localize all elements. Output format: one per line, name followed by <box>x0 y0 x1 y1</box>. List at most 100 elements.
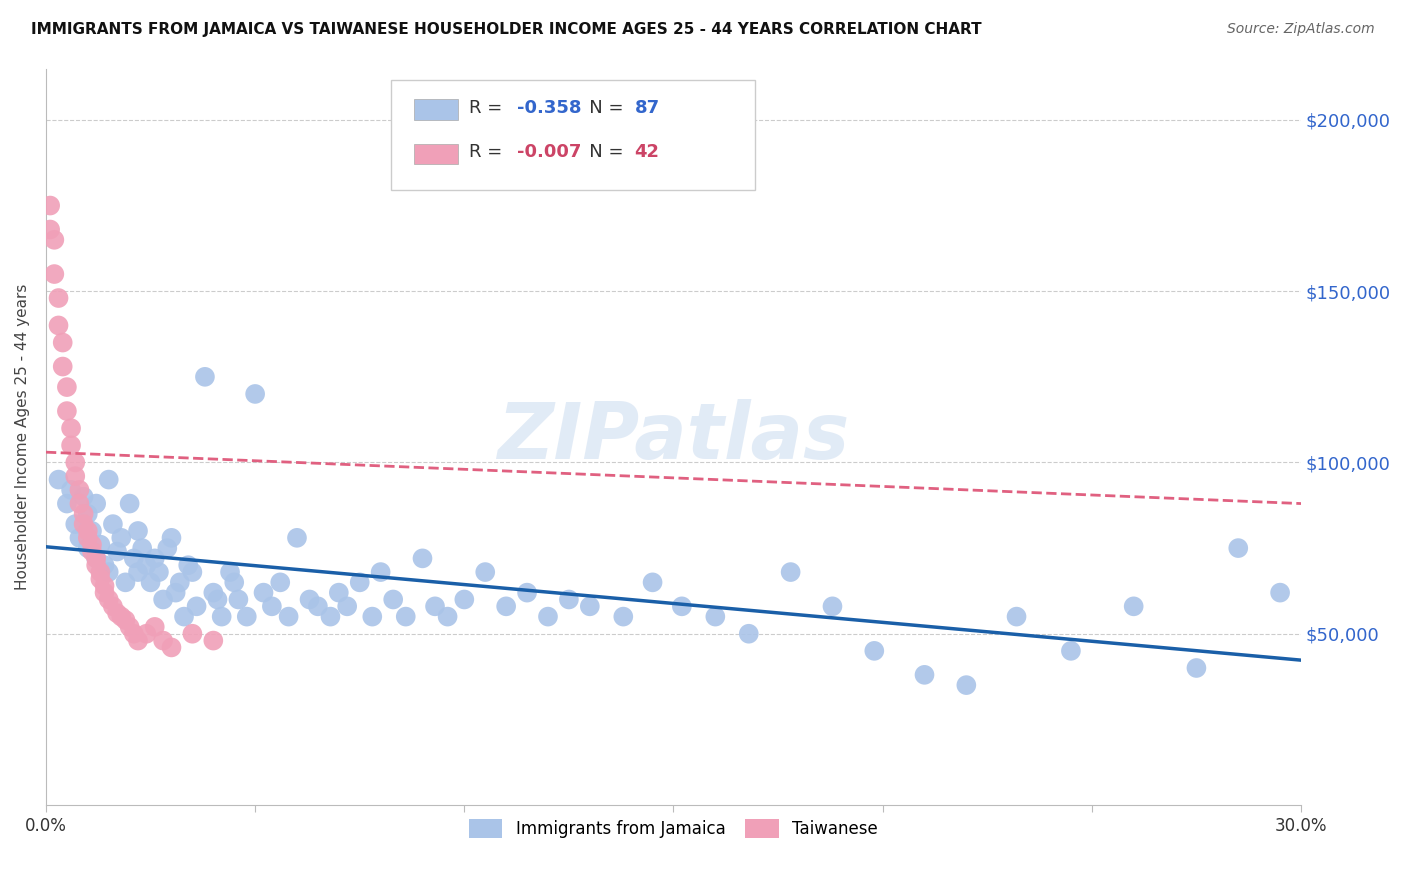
Point <box>779 565 801 579</box>
Point <box>110 531 132 545</box>
Point <box>80 538 103 552</box>
Point <box>181 565 204 579</box>
Point <box>361 609 384 624</box>
Point <box>252 585 274 599</box>
Point <box>69 531 91 545</box>
Point <box>39 222 62 236</box>
Point <box>349 575 371 590</box>
Point <box>395 609 418 624</box>
Point <box>80 544 103 558</box>
Point <box>152 592 174 607</box>
Point <box>160 531 183 545</box>
Point <box>122 551 145 566</box>
Point <box>52 335 75 350</box>
Point <box>152 633 174 648</box>
Point <box>474 565 496 579</box>
Point <box>411 551 433 566</box>
Point <box>48 291 70 305</box>
Point <box>139 575 162 590</box>
Point <box>148 565 170 579</box>
Point <box>89 572 111 586</box>
Point <box>105 606 128 620</box>
Point <box>537 609 560 624</box>
Point <box>160 640 183 655</box>
Point <box>110 609 132 624</box>
Point <box>143 620 166 634</box>
FancyBboxPatch shape <box>391 79 755 190</box>
Point <box>143 551 166 566</box>
Point <box>84 551 107 566</box>
Point <box>1268 585 1291 599</box>
Point <box>260 599 283 614</box>
Point <box>56 404 79 418</box>
Text: N =: N = <box>572 143 628 161</box>
Point <box>44 233 66 247</box>
Point <box>93 585 115 599</box>
Point <box>56 497 79 511</box>
Point <box>84 551 107 566</box>
Point <box>269 575 291 590</box>
Point <box>97 565 120 579</box>
Point <box>738 626 761 640</box>
Point <box>495 599 517 614</box>
Point <box>84 497 107 511</box>
Text: 87: 87 <box>634 98 659 117</box>
Point <box>224 575 246 590</box>
Point <box>863 644 886 658</box>
Point <box>60 483 83 497</box>
Point <box>131 541 153 555</box>
Point <box>173 609 195 624</box>
Y-axis label: Householder Income Ages 25 - 44 years: Householder Income Ages 25 - 44 years <box>15 284 30 590</box>
Point <box>93 579 115 593</box>
Point <box>97 473 120 487</box>
Text: R =: R = <box>470 98 508 117</box>
Text: R =: R = <box>470 143 508 161</box>
Point <box>671 599 693 614</box>
Point <box>76 531 98 545</box>
Point <box>44 267 66 281</box>
Point <box>228 592 250 607</box>
Point <box>1005 609 1028 624</box>
Point <box>118 620 141 634</box>
Point <box>52 359 75 374</box>
Point <box>370 565 392 579</box>
Point <box>516 585 538 599</box>
Point <box>211 609 233 624</box>
Point <box>186 599 208 614</box>
Point <box>105 544 128 558</box>
Point <box>955 678 977 692</box>
Point <box>277 609 299 624</box>
Point <box>60 438 83 452</box>
Point <box>135 558 157 573</box>
Point <box>202 633 225 648</box>
Point <box>89 565 111 579</box>
Point <box>194 369 217 384</box>
Point <box>436 609 458 624</box>
Point <box>181 626 204 640</box>
Point <box>243 387 266 401</box>
Point <box>704 609 727 624</box>
Point <box>76 507 98 521</box>
Point <box>84 558 107 573</box>
Point <box>219 565 242 579</box>
Point <box>72 490 94 504</box>
Point <box>328 585 350 599</box>
Point <box>202 585 225 599</box>
Point <box>156 541 179 555</box>
Point <box>69 483 91 497</box>
Point <box>122 626 145 640</box>
Point <box>101 599 124 614</box>
Point <box>307 599 329 614</box>
Point <box>60 421 83 435</box>
Point <box>65 517 87 532</box>
Point <box>177 558 200 573</box>
Point <box>1122 599 1144 614</box>
Point <box>135 626 157 640</box>
Text: ZIPatlas: ZIPatlas <box>498 399 849 475</box>
Point <box>285 531 308 545</box>
Point <box>236 609 259 624</box>
Point <box>65 455 87 469</box>
Point <box>165 585 187 599</box>
Point <box>319 609 342 624</box>
Point <box>1227 541 1250 555</box>
